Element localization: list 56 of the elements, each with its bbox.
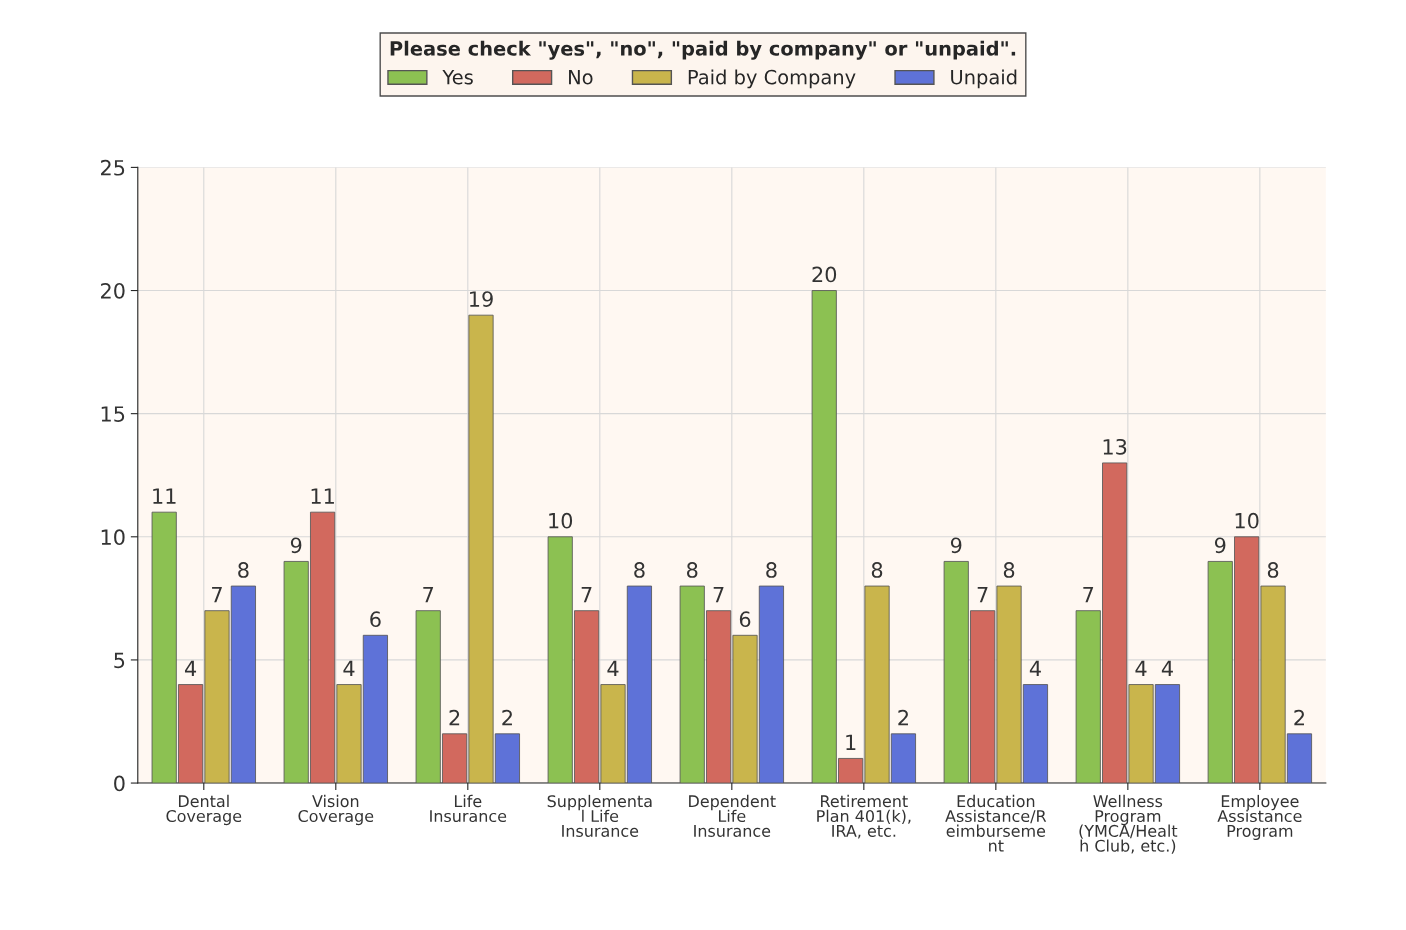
legend-label: Paid by Company	[688, 69, 856, 89]
data-label: 8	[871, 562, 883, 578]
x-tick-label: Employee Assistance Program	[1217, 794, 1302, 841]
x-tick-label: Education Assistance/R eimburseme nt	[945, 794, 1047, 852]
x-tick-label: Dependent Life Insurance	[689, 794, 776, 837]
legend-label: No	[569, 70, 593, 85]
data-label: 8	[1003, 562, 1015, 578]
data-label: 8	[687, 562, 698, 578]
x-tick-label: Supplementa l Life Insurance	[547, 794, 652, 837]
data-label: 1	[846, 734, 856, 750]
data-label: 2	[502, 709, 512, 726]
x-tick-label: Retirement Plan 401(k), IRA, etc.	[817, 794, 911, 839]
x-tick-label: Vision Coverage	[298, 794, 374, 826]
data-label: 20	[812, 266, 837, 283]
x-tick-label: Life Insurance	[430, 794, 507, 823]
data-label: 7	[1083, 586, 1094, 603]
data-label: 9	[950, 537, 962, 554]
data-label: 10	[549, 512, 573, 529]
y-tick-label: 10	[101, 529, 125, 546]
data-label: 4	[1029, 660, 1041, 677]
data-label: 2	[898, 709, 908, 726]
data-label: 4	[184, 660, 197, 677]
data-label: 8	[1267, 562, 1279, 578]
data-label: 11	[311, 488, 334, 504]
data-label: 4	[607, 660, 619, 677]
data-label: 9	[1214, 537, 1226, 554]
x-tick-label: Wellness Program (YMCA/Healt h Club, etc.)	[1079, 794, 1178, 854]
data-label: 2	[1294, 709, 1304, 726]
data-label: 9	[290, 537, 302, 554]
data-label: 19	[470, 291, 493, 307]
data-label: 7	[212, 586, 222, 603]
data-label: 7	[713, 586, 724, 603]
data-label: 11	[153, 488, 176, 504]
y-tick-label: 25	[101, 159, 125, 176]
x-tick-label: Dental Coverage	[166, 794, 242, 826]
data-label: 8	[766, 562, 777, 578]
data-label: 4	[1161, 660, 1173, 677]
data-label: 6	[370, 611, 381, 628]
legend-title: Please check "yes", "no", "paid by company" or "unpaid".	[390, 40, 1016, 60]
y-tick-label: 20	[101, 282, 125, 299]
data-label: 7	[977, 586, 988, 603]
legend-label: Unpaid	[951, 69, 1017, 89]
y-tick-label: 5	[114, 652, 125, 669]
legend-label: Yes	[442, 70, 473, 85]
data-label: 4	[343, 660, 355, 677]
data-label: 7	[423, 586, 434, 603]
data-label: 8	[634, 562, 645, 578]
y-tick-label: 0	[114, 775, 125, 792]
y-tick-label: 15	[101, 406, 125, 422]
data-label: 13	[1103, 438, 1127, 455]
data-label: 8	[238, 562, 249, 578]
data-label: 6	[739, 611, 751, 628]
data-label: 4	[1135, 660, 1147, 677]
data-label: 2	[449, 709, 460, 726]
data-label: 10	[1235, 512, 1259, 529]
data-label: 7	[581, 586, 592, 603]
